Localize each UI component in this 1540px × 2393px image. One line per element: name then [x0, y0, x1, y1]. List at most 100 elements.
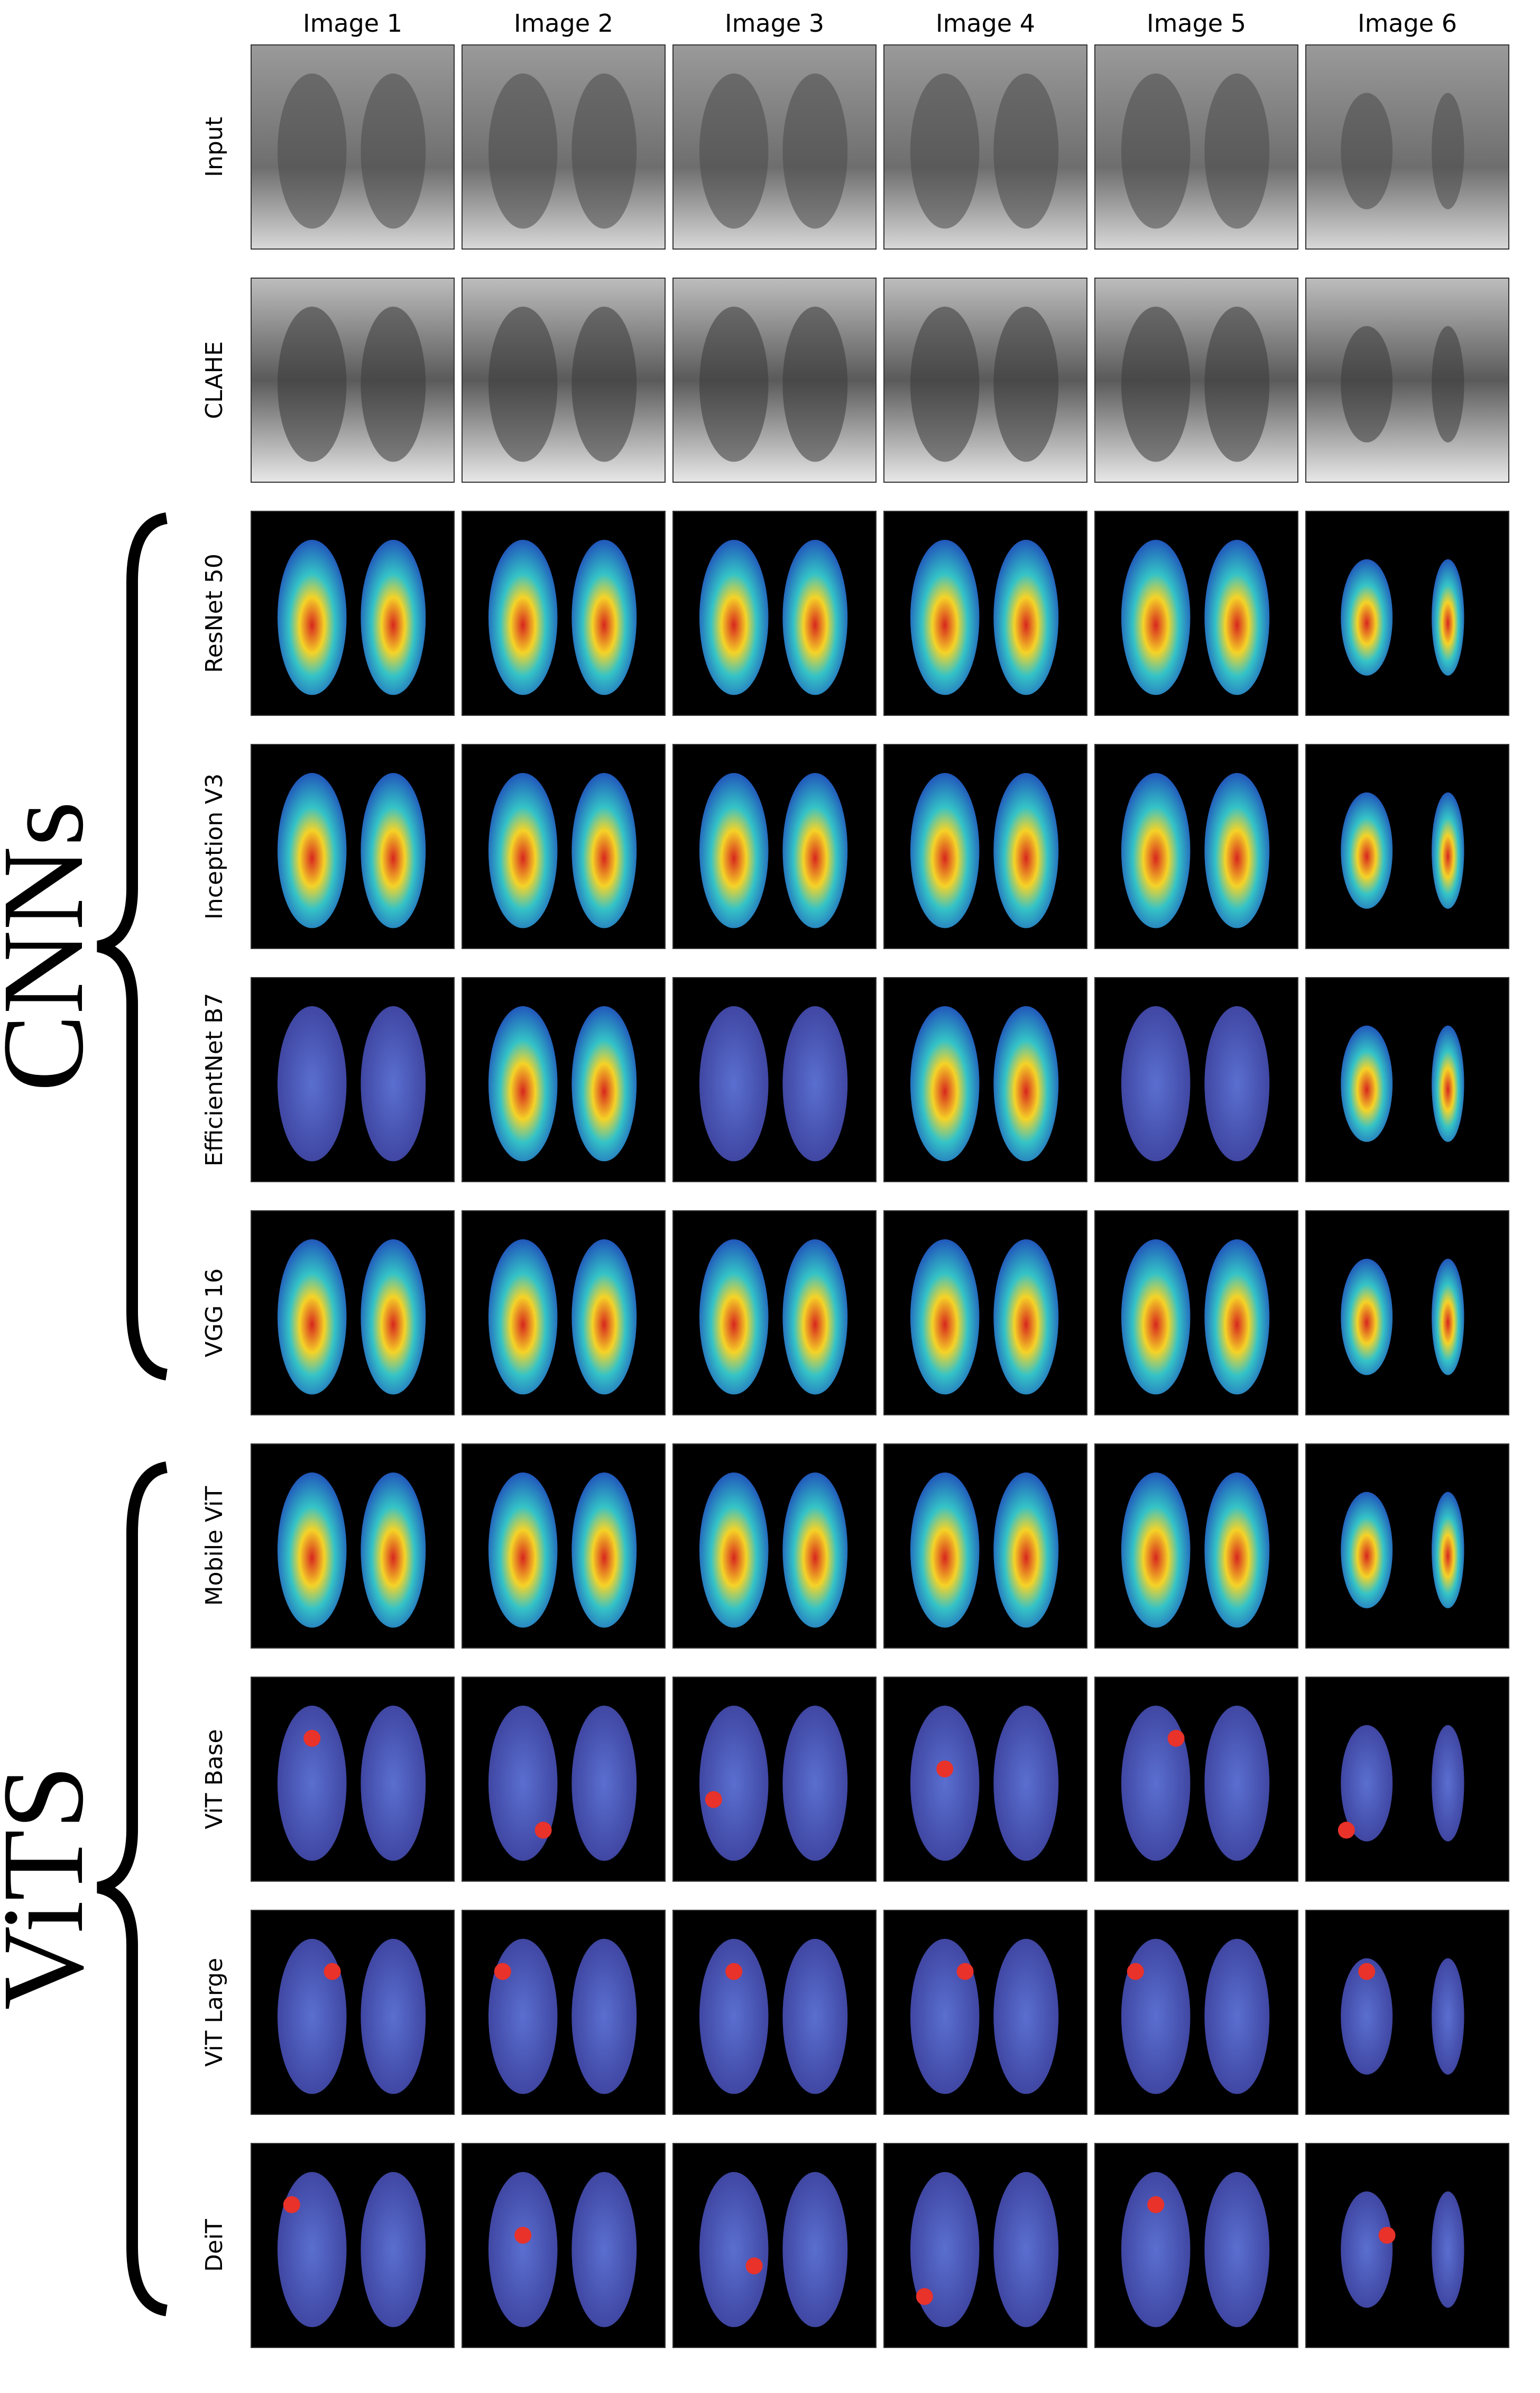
- lung-left: [1121, 1939, 1191, 2094]
- panel-image: [1094, 44, 1298, 250]
- panel-image: [1305, 1443, 1509, 1649]
- attention-spot: [494, 1963, 511, 1980]
- lung-left: [277, 1706, 347, 1861]
- row-label: CLAHE: [201, 341, 228, 419]
- lung-left: [488, 1706, 558, 1861]
- lung-left: [910, 1239, 980, 1395]
- lung-left: [910, 307, 980, 462]
- column-header: Image 1: [303, 9, 402, 38]
- lung-right: [1204, 2172, 1270, 2327]
- panel-image: [1305, 744, 1509, 949]
- panel-image: [1305, 511, 1509, 716]
- lung-left: [699, 773, 769, 928]
- lung-left: [699, 307, 769, 462]
- lung-left: [910, 73, 980, 229]
- lung-left: [1341, 792, 1393, 909]
- lung-left: [699, 1939, 769, 2094]
- lung-right: [571, 1706, 637, 1861]
- panel-image: [462, 511, 666, 716]
- lung-right: [571, 773, 637, 928]
- lung-right: [361, 1006, 426, 1162]
- lung-left: [910, 1006, 980, 1162]
- lung-right: [782, 1006, 848, 1162]
- lung-right: [361, 1706, 426, 1861]
- lung-right: [361, 73, 426, 229]
- lung-right: [782, 1939, 848, 2094]
- lung-right: [571, 73, 637, 229]
- lung-right: [993, 1939, 1059, 2094]
- attention-spot: [725, 1963, 743, 1980]
- panel-image: [1094, 1443, 1298, 1649]
- panel-image: [462, 44, 666, 250]
- lung-right: [993, 773, 1059, 928]
- panel-image: [1094, 511, 1298, 716]
- panel-image: [672, 977, 877, 1182]
- lung-right: [993, 1239, 1059, 1395]
- lung-left: [1341, 1725, 1393, 1842]
- panel-image: [1305, 977, 1509, 1182]
- lung-left: [1341, 93, 1393, 209]
- panel-image: [462, 1210, 666, 1415]
- panel-image: [251, 1677, 455, 1882]
- panel-background: [1305, 1210, 1509, 1415]
- attention-spot: [303, 1729, 321, 1747]
- panel-image: [251, 2143, 455, 2348]
- attention-spot: [283, 2196, 300, 2213]
- lung-left: [910, 1939, 980, 2094]
- column-header: Image 2: [514, 9, 613, 38]
- lung-right: [571, 1006, 637, 1162]
- lung-left: [699, 1472, 769, 1628]
- cnns-brace: [96, 512, 168, 1380]
- panel-image: [462, 1443, 666, 1649]
- panel-image: [251, 977, 455, 1182]
- attention-spot: [1127, 1963, 1144, 1980]
- column-header: Image 3: [725, 9, 824, 38]
- panel-image: [1094, 278, 1298, 483]
- lung-right: [782, 307, 848, 462]
- lung-right: [361, 307, 426, 462]
- lung-left: [488, 2172, 558, 2327]
- lung-left: [1341, 2191, 1393, 2308]
- lung-right: [1204, 1006, 1270, 1162]
- lung-left: [1121, 307, 1191, 462]
- panel-image: [251, 1910, 455, 2115]
- row-label: ViT Base: [201, 1729, 228, 1829]
- panel-image: [462, 744, 666, 949]
- lung-left: [699, 1706, 769, 1861]
- attention-spot: [745, 2257, 763, 2275]
- panel-background: [1305, 744, 1509, 949]
- lung-left: [277, 773, 347, 928]
- attention-spot: [705, 1791, 722, 1808]
- attention-spot: [1358, 1963, 1376, 1980]
- lung-right: [571, 1939, 637, 2094]
- lung-left: [1341, 1958, 1393, 2075]
- lung-left: [910, 540, 980, 695]
- panel-image: [672, 511, 877, 716]
- lung-right: [782, 73, 848, 229]
- lung-left: [699, 1006, 769, 1162]
- panel-image: [1305, 1210, 1509, 1415]
- lung-left: [1121, 1006, 1191, 1162]
- group-label: ViTS: [0, 1765, 107, 2010]
- panel-image: [1305, 1677, 1509, 1882]
- attention-spot: [936, 1760, 954, 1778]
- lung-left: [1121, 540, 1191, 695]
- lung-left: [488, 1239, 558, 1395]
- lung-right: [361, 1939, 426, 2094]
- lung-right: [1432, 792, 1464, 909]
- attention-spot: [324, 1963, 341, 1980]
- group-label: CNNs: [0, 801, 107, 1092]
- lung-left: [488, 307, 558, 462]
- panel-image: [883, 744, 1087, 949]
- panel-image: [883, 44, 1087, 250]
- lung-right: [993, 1706, 1059, 1861]
- lung-left: [699, 1239, 769, 1395]
- panel-image: [1305, 1910, 1509, 2115]
- panel-image: [672, 44, 877, 250]
- panel-image: [1305, 278, 1509, 483]
- lung-left: [488, 540, 558, 695]
- attention-spot: [1147, 2196, 1165, 2213]
- panel-image: [462, 977, 666, 1182]
- panel-image: [672, 1677, 877, 1882]
- lung-left: [1341, 326, 1393, 443]
